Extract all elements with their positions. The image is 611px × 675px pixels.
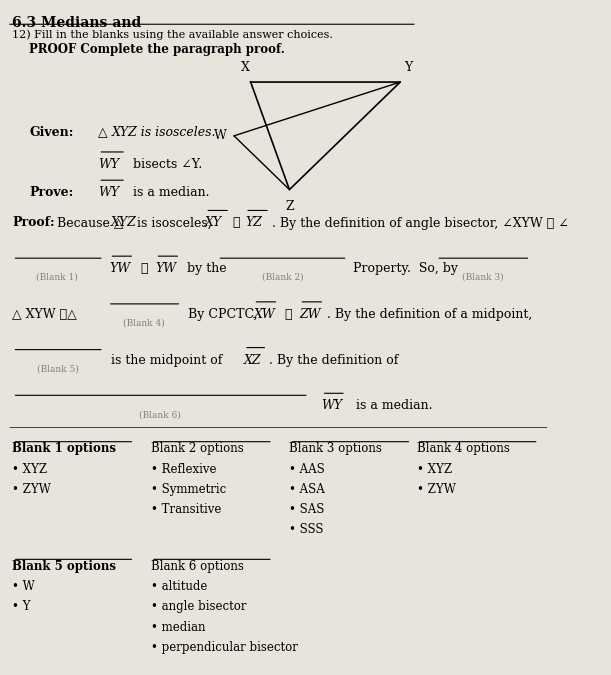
Text: • W: • W (12, 580, 35, 593)
Text: ZW: ZW (299, 308, 321, 321)
Text: PROOF Complete the paragraph proof.: PROOF Complete the paragraph proof. (29, 43, 285, 56)
Text: by the: by the (183, 262, 230, 275)
Text: • Symmetric: • Symmetric (151, 483, 226, 495)
Text: • ZYW: • ZYW (417, 483, 456, 495)
Text: XY: XY (205, 217, 222, 230)
Text: bisects ∠Y.: bisects ∠Y. (129, 158, 202, 171)
Text: Z: Z (285, 200, 294, 213)
Text: (Blank 6): (Blank 6) (139, 410, 181, 419)
Text: • ASA: • ASA (290, 483, 325, 495)
Text: Because △: Because △ (57, 217, 123, 230)
Text: • Y: • Y (12, 600, 31, 614)
Text: is the midpoint of: is the midpoint of (107, 354, 226, 367)
Text: • ZYW: • ZYW (12, 483, 51, 495)
Text: 12) Fill in the blanks using the available answer choices.: 12) Fill in the blanks using the availab… (12, 30, 334, 40)
Text: WY: WY (321, 400, 343, 412)
Text: • perpendicular bisector: • perpendicular bisector (151, 641, 298, 653)
Text: . By the definition of a midpoint,: . By the definition of a midpoint, (326, 308, 532, 321)
Text: W: W (214, 130, 227, 142)
Text: WY: WY (98, 186, 119, 199)
Text: Blank 3 options: Blank 3 options (290, 442, 382, 456)
Text: YZ: YZ (245, 217, 262, 230)
Text: . By the definition of angle bisector, ∠XYW ≅ ∠: . By the definition of angle bisector, ∠… (272, 217, 568, 230)
Text: X: X (241, 61, 249, 74)
Text: Y: Y (404, 61, 412, 74)
Text: YW: YW (109, 262, 131, 275)
Text: Blank 4 options: Blank 4 options (417, 442, 510, 456)
Text: • angle bisector: • angle bisector (151, 600, 246, 614)
Text: is a median.: is a median. (129, 186, 210, 199)
Text: • Reflexive: • Reflexive (151, 462, 216, 475)
Text: △ XYW ≅△: △ XYW ≅△ (12, 308, 77, 321)
Text: • AAS: • AAS (290, 462, 325, 475)
Text: (Blank 1): (Blank 1) (36, 273, 78, 282)
Text: Given:: Given: (29, 126, 73, 139)
Text: ≅: ≅ (136, 262, 152, 275)
Text: XW: XW (254, 308, 275, 321)
Text: 6.3 Medians and: 6.3 Medians and (12, 16, 142, 30)
Text: XYZ: XYZ (111, 217, 137, 230)
Text: Blank 2 options: Blank 2 options (151, 442, 244, 456)
Text: Blank 5 options: Blank 5 options (12, 560, 117, 573)
Text: . By the definition of: . By the definition of (269, 354, 399, 367)
Text: ≅: ≅ (232, 217, 240, 230)
Text: Proof:: Proof: (12, 217, 55, 230)
Text: Blank 1 options: Blank 1 options (12, 442, 117, 456)
Text: (Blank 4): (Blank 4) (123, 319, 165, 327)
Text: • SSS: • SSS (290, 523, 324, 536)
Text: • altitude: • altitude (151, 580, 207, 593)
Text: WY: WY (98, 158, 119, 171)
Text: Prove:: Prove: (29, 186, 73, 199)
Text: • SAS: • SAS (290, 503, 325, 516)
Text: YW: YW (155, 262, 177, 275)
Text: XYZ is isosceles.: XYZ is isosceles. (112, 126, 217, 139)
Text: is a median.: is a median. (348, 400, 433, 412)
Text: (Blank 3): (Blank 3) (463, 273, 504, 282)
Text: By CPCTC,: By CPCTC, (184, 308, 262, 321)
Text: • median: • median (151, 620, 205, 634)
Text: is isosceles,: is isosceles, (133, 217, 212, 230)
Text: XZ: XZ (244, 354, 262, 367)
Text: △: △ (98, 126, 108, 139)
Text: ≅: ≅ (280, 308, 296, 321)
Text: Blank 6 options: Blank 6 options (151, 560, 244, 573)
Text: (Blank 2): (Blank 2) (262, 273, 304, 282)
Text: • XYZ: • XYZ (12, 462, 48, 475)
Text: (Blank 5): (Blank 5) (37, 364, 79, 373)
Text: Property.  So, by: Property. So, by (349, 262, 458, 275)
Text: • XYZ: • XYZ (417, 462, 452, 475)
Text: • Transitive: • Transitive (151, 503, 221, 516)
